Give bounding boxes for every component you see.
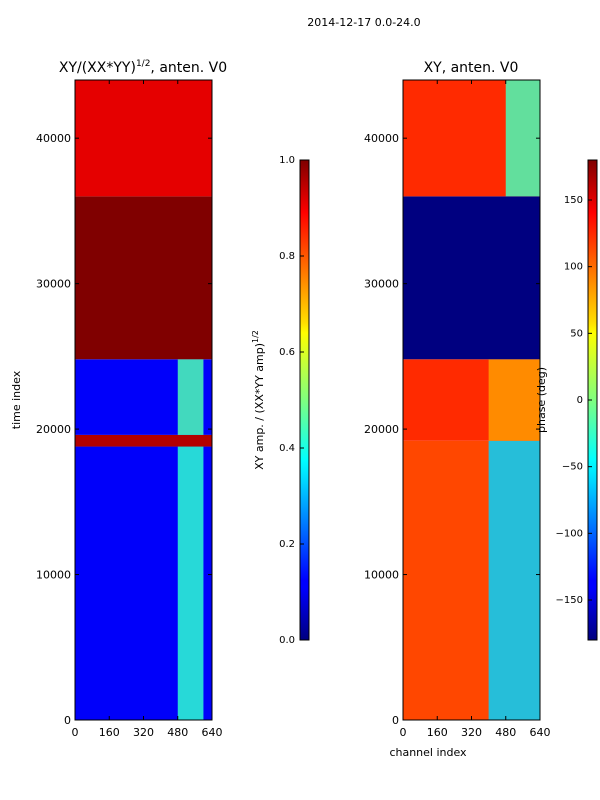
x-tick-label: 320 — [133, 726, 154, 739]
y-tick-label: 10000 — [36, 569, 71, 582]
heatmap-band-hot-region — [177, 446, 204, 720]
colorbar-tick-label: 1.0 — [279, 155, 295, 166]
right-colorbar: −150 −100 −50 0 50 100 150 phase (deg) — [535, 159, 598, 641]
x-tick-label: 640 — [202, 726, 223, 739]
x-tick-label: 640 — [530, 726, 551, 739]
x-tick-label: 480 — [167, 726, 188, 739]
colorbar-tick-label: 0.4 — [279, 443, 295, 454]
left-colorbar-label: XY amp. / (XX*YY amp)1/2 — [251, 330, 266, 470]
colorbar-tick-label: −50 — [562, 462, 583, 473]
x-tick-label: 0 — [72, 726, 79, 739]
heatmap-band-hot-region — [505, 80, 540, 197]
heatmap-band-hot-region — [488, 359, 540, 441]
heatmap-band — [75, 196, 212, 360]
x-tick-label: 160 — [427, 726, 448, 739]
colorbar-tick-label: 50 — [570, 328, 583, 339]
x-tick-label: 320 — [461, 726, 482, 739]
heatmap-band — [75, 434, 212, 447]
left-colorbar-bar — [299, 159, 310, 641]
colorbar-tick-label: 0.2 — [279, 539, 295, 550]
x-tick-label: 0 — [400, 726, 407, 739]
y-tick-label: 10000 — [364, 569, 399, 582]
left-axes: 0 160 320 480 640 0 10000 20000 30000 40000 — [36, 80, 223, 739]
y-tick-label: 40000 — [36, 132, 71, 145]
colorbar-tick-label: 150 — [564, 195, 583, 206]
right-heatmap — [403, 80, 540, 720]
right-panel: XY, anten. V0 0 160 320 480 640 0 10000 20000 30… — [364, 60, 551, 759]
heatmap-band — [75, 80, 212, 197]
x-tick-label: 160 — [99, 726, 120, 739]
heatmap-band-hot-region — [488, 440, 540, 720]
y-tick-label: 30000 — [36, 278, 71, 291]
right-colorbar-label: phase (deg) — [535, 367, 548, 433]
right-panel-title: XY, anten. V0 — [424, 60, 519, 76]
left-heatmap — [75, 80, 212, 720]
left-colorbar: 0.0 0.2 0.4 0.6 0.8 1.0 XY amp. / (XX*YY amp)… — [251, 155, 310, 646]
y-tick-label: 0 — [64, 714, 71, 727]
right-axes: 0 160 320 480 640 0 10000 20000 30000 40000 — [364, 80, 551, 739]
y-tick-label: 20000 — [364, 423, 399, 436]
left-panel: XY/(XX*YY)1/2, anten. V0 0 160 320 480 640 0 1… — [10, 59, 227, 739]
colorbar-tick-label: −100 — [556, 528, 583, 539]
left-panel-title: XY/(XX*YY)1/2, anten. V0 — [59, 59, 227, 76]
colorbar-tick-label: 100 — [564, 262, 583, 273]
y-tick-label: 30000 — [364, 278, 399, 291]
right-colorbar-ticks: −150 −100 −50 0 50 100 150 — [556, 195, 592, 606]
colorbar-tick-label: 0.6 — [279, 347, 295, 358]
heatmap-band — [403, 196, 540, 360]
left-y-axis-label: time index — [10, 370, 23, 429]
y-tick-label: 40000 — [364, 132, 399, 145]
colorbar-tick-label: 0.0 — [279, 635, 295, 646]
colorbar-tick-label: 0 — [577, 395, 583, 406]
figure-suptitle: 2014-12-17 0.0-24.0 — [307, 16, 420, 29]
colorbar-tick-label: −150 — [556, 595, 583, 606]
heatmap-band-hot-region — [177, 359, 204, 435]
left-colorbar-ticks: 0.0 0.2 0.4 0.6 0.8 1.0 — [279, 155, 304, 646]
y-tick-label: 0 — [392, 714, 399, 727]
y-tick-label: 20000 — [36, 423, 71, 436]
right-x-axis-label: channel index — [389, 746, 467, 759]
x-tick-label: 480 — [495, 726, 516, 739]
colorbar-tick-label: 0.8 — [279, 251, 295, 262]
